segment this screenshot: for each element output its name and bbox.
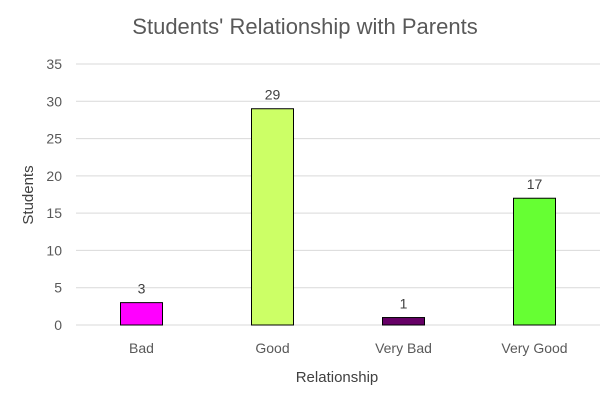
bar-very-bad: [382, 317, 425, 326]
x-tick-label: Bad: [129, 340, 154, 356]
chart-title: Students' Relationship with Parents: [132, 14, 477, 39]
x-tick-label: Very Bad: [375, 340, 432, 356]
y-tick-label: 0: [54, 317, 62, 333]
x-axis-ticks: Bad Good Very Bad Very Good: [129, 340, 568, 356]
y-tick-label: 20: [46, 168, 62, 184]
bar-bad: [120, 302, 163, 326]
x-tick-label: Very Good: [501, 340, 567, 356]
data-label: 17: [527, 176, 543, 192]
gridlines: [76, 63, 600, 326]
y-tick-label: 25: [46, 131, 62, 147]
data-label: 1: [400, 296, 408, 312]
y-tick-label: 10: [46, 242, 62, 258]
x-tick-label: Good: [255, 340, 289, 356]
y-tick-label: 15: [46, 205, 62, 221]
bar-very-good: [513, 197, 556, 326]
bar-good: [251, 108, 294, 326]
y-tick-label: 35: [46, 56, 62, 72]
data-labels: 3 29 1 17: [138, 87, 543, 312]
y-tick-label: 30: [46, 93, 62, 109]
data-label: 29: [265, 87, 281, 103]
y-tick-label: 5: [54, 280, 62, 296]
y-axis-ticks: 0 5 10 15 20 25 30 35: [46, 56, 62, 333]
data-label: 3: [138, 281, 146, 297]
x-axis-label: Relationship: [296, 369, 379, 386]
y-axis-label: Students: [20, 165, 37, 224]
bars: [120, 108, 556, 326]
